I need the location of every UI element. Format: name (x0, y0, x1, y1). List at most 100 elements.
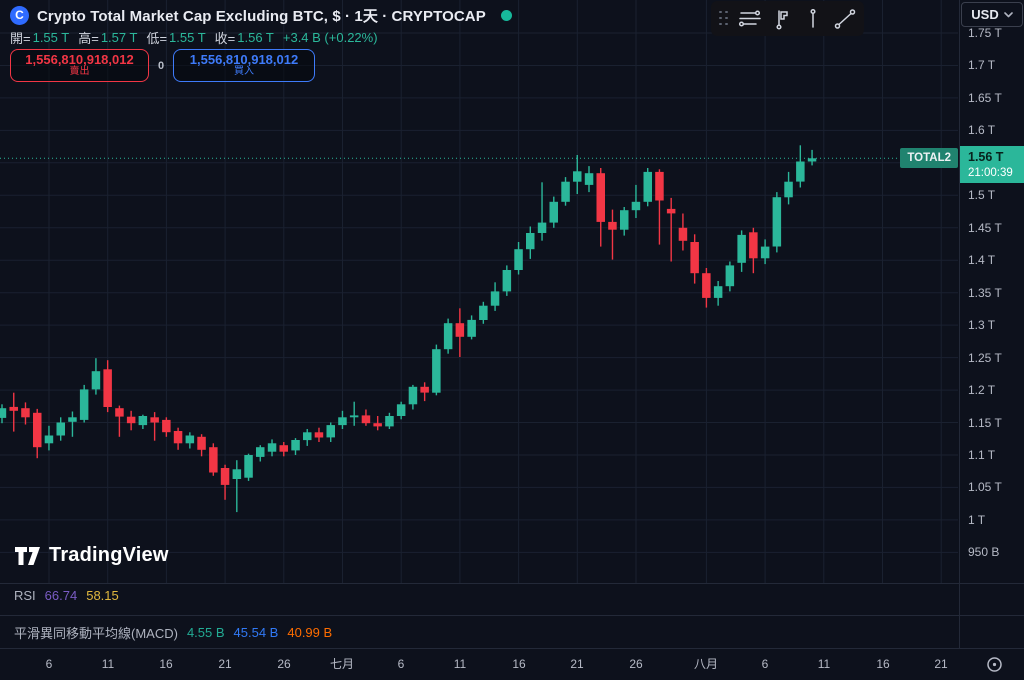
price-axis-label: 1.1 T (968, 448, 996, 462)
time-axis-label: 21 (570, 657, 584, 671)
change-value: +3.4 B (+0.22%) (282, 30, 378, 45)
candle-6/17 (173, 427, 183, 450)
flag-mark-tool-icon[interactable] (769, 5, 795, 33)
price-axis-label: 1.15 T (968, 416, 1002, 430)
price-axis-label: 1.35 T (968, 286, 1002, 300)
ohlc-close: 收= 1.56 T (215, 28, 274, 47)
candle-7/7 (408, 384, 418, 410)
candle-6/23 (244, 453, 253, 481)
candle-6/12 (115, 405, 124, 437)
spread-value: 0 (157, 59, 165, 72)
time-axis-label: 6 (761, 657, 769, 671)
macd-label: 平滑異同移動平均線(MACD) (14, 626, 178, 641)
price-axis-divider[interactable] (959, 0, 960, 648)
price-axis-label: 1.05 T (968, 480, 1002, 494)
low-value: 1.55 T (169, 30, 206, 45)
time-axis-divider[interactable] (0, 648, 1024, 649)
candle-6/30 (326, 422, 335, 442)
macd-pane-divider[interactable] (0, 615, 1024, 616)
parallel-lines-tool-icon[interactable] (737, 5, 763, 33)
candle-6/27 (291, 438, 300, 455)
candle-7/8 (420, 382, 429, 402)
sell-label: 賣出 (69, 66, 90, 78)
rsi-legend[interactable]: RSI 66.74 58.15 (14, 588, 119, 603)
price-axis-label: 1.3 T (968, 318, 996, 332)
candle-7/5 (385, 412, 394, 429)
candles-layer[interactable] (0, 145, 817, 513)
candle-8/8 (784, 171, 793, 205)
currency-selector[interactable]: USD (961, 2, 1023, 27)
sell-price: 1,556,810,918,012 (25, 52, 134, 68)
candle-7/24 (608, 209, 617, 260)
time-axis-label: 26 (277, 657, 291, 671)
symbol-logo-icon[interactable]: C (10, 5, 29, 25)
macd-legend[interactable]: 平滑異同移動平均線(MACD) 4.55 B 45.54 B 40.99 B (14, 623, 332, 642)
vertical-line-tool-icon[interactable] (801, 5, 827, 33)
time-axis-label: 6 (45, 657, 53, 671)
candle-6/7 (56, 417, 65, 441)
candle-6/2 (0, 404, 7, 424)
ohlc-low: 低= 1.55 T (146, 28, 205, 47)
order-buttons: 1,556,810,918,012 賣出 0 1,556,810,918,012… (10, 49, 315, 82)
symbol-title[interactable]: Crypto Total Market Cap Excluding BTC, $… (37, 7, 486, 25)
ohlc-open: 開= 1.55 T (10, 28, 69, 47)
sell-button[interactable]: 1,556,810,918,012 賣出 (10, 49, 149, 82)
timezone-button[interactable] (984, 654, 1004, 674)
tradingview-wordmark: TradingView (49, 544, 169, 566)
candle-6/15 (150, 412, 159, 441)
candle-6/22 (232, 460, 242, 513)
current-price-label: 1.56 T 21:00:39 (960, 146, 1024, 183)
rsi-pane-divider[interactable] (0, 583, 1024, 584)
candle-6/28 (303, 429, 312, 446)
buy-button[interactable]: 1,556,810,918,012 買入 (173, 49, 315, 82)
buy-price: 1,556,810,918,012 (189, 52, 299, 68)
trend-line-tool-icon[interactable] (832, 5, 858, 33)
candle-6/16 (162, 417, 171, 437)
chevron-down-icon (1003, 11, 1013, 17)
price-axis-label: 1.4 T (968, 253, 996, 267)
candle-7/21 (573, 155, 582, 194)
candle-6/10 (91, 358, 101, 395)
candle-8/10 (807, 149, 817, 166)
open-label: 開= (10, 31, 31, 46)
rsi-label: RSI (14, 588, 36, 603)
candle-6/6 (44, 425, 54, 451)
ohlc-readout: 開= 1.55 T 高= 1.57 T 低= 1.55 T 收= 1.56 T … (10, 28, 378, 47)
candle-7/26 (631, 184, 641, 218)
candle-7/31 (690, 234, 699, 284)
candle-6/19 (197, 434, 206, 457)
candle-8/5 (749, 227, 758, 274)
candle-6/13 (126, 410, 136, 431)
candle-7/25 (620, 207, 629, 236)
candle-7/6 (396, 401, 406, 420)
price-axis[interactable]: 1.75 T 1.7 T 1.65 T 1.6 T 1.5 T 1.45 T 1.4 T 1.… (960, 0, 1024, 648)
market-open-dot-icon[interactable] (500, 9, 512, 21)
candle-6/8 (68, 411, 77, 437)
candle-6/14 (138, 414, 148, 429)
symbol-price-line-badge[interactable]: TOTAL2 (900, 148, 958, 168)
candle-7/16 (514, 242, 523, 275)
candle-7/19 (549, 196, 558, 228)
toolbar-drag-handle-icon[interactable] (719, 10, 729, 27)
candle-6/11 (103, 360, 112, 413)
current-price-value: 1.56 T (968, 149, 1004, 164)
open-value: 1.55 T (32, 30, 70, 45)
time-axis-label: 11 (817, 657, 831, 671)
time-axis-label: 21 (934, 657, 948, 671)
candle-7/29 (666, 197, 676, 262)
price-axis-label: 1.2 T (968, 383, 996, 397)
candle-7/14 (490, 282, 500, 311)
candle-7/28 (655, 169, 664, 245)
drawing-toolbar (711, 1, 864, 36)
candle-6/3 (9, 392, 18, 432)
time-axis-label: 16 (876, 657, 890, 671)
time-axis-label: 八月 (693, 657, 719, 671)
time-axis-label: 11 (101, 657, 115, 671)
macd-histogram-value: 4.55 B (186, 625, 225, 640)
time-axis[interactable]: 6 11 16 21 26 七月 6 11 16 21 26 八月 6 11 16 21 (0, 648, 1024, 680)
candle-7/11 (455, 308, 465, 357)
tradingview-attribution[interactable]: TradingView (14, 544, 169, 567)
time-axis-label: 6 (397, 657, 405, 671)
